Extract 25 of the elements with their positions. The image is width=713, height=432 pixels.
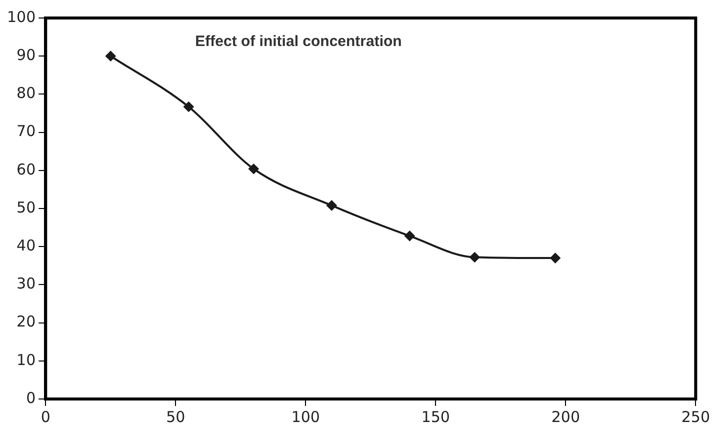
y-tick-label: 90 bbox=[16, 46, 36, 64]
point bbox=[550, 253, 560, 264]
text: Effect of initial concentration bbox=[195, 33, 402, 50]
x-tick-label: 50 bbox=[166, 408, 186, 426]
point bbox=[248, 164, 259, 174]
y-tick-label: 70 bbox=[16, 122, 36, 140]
y-tick-label: 60 bbox=[16, 160, 36, 178]
point bbox=[326, 200, 337, 210]
point bbox=[470, 252, 480, 262]
point bbox=[106, 51, 116, 62]
y-tick-label: 40 bbox=[16, 236, 36, 254]
y-tick-label: 50 bbox=[16, 198, 36, 216]
x-tick-label: 100 bbox=[291, 408, 320, 426]
y-tick-label: 30 bbox=[16, 274, 36, 293]
x-tick-label: 150 bbox=[421, 408, 450, 426]
point bbox=[184, 102, 194, 112]
y-tick-label: 10 bbox=[16, 350, 36, 369]
y-tick-label: 20 bbox=[16, 312, 36, 331]
x-tick-label: 200 bbox=[551, 408, 580, 426]
x-tick-label: 0 bbox=[40, 408, 50, 426]
x-tick-label: 250 bbox=[681, 408, 710, 426]
point bbox=[404, 230, 415, 241]
y-tick-label: 100 bbox=[6, 8, 36, 26]
y-tick-label: 80 bbox=[16, 84, 36, 102]
y-tick-label: 0 bbox=[26, 388, 36, 407]
